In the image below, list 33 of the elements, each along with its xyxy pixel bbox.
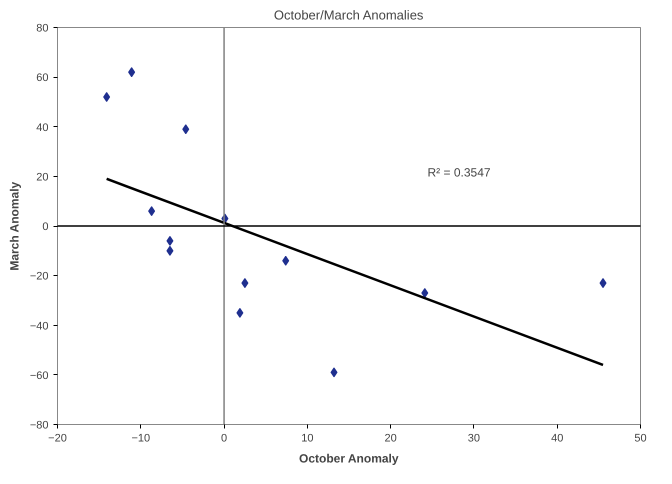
- x-tick-label: −20: [48, 432, 67, 444]
- x-tick-label: 0: [221, 432, 228, 444]
- point: [330, 367, 338, 378]
- x-tick-label: 20: [384, 432, 397, 444]
- y-tick-label: 60: [36, 72, 49, 84]
- point: [421, 288, 428, 298]
- point: [282, 256, 290, 266]
- chart-title: October/March Anomalies: [274, 8, 424, 22]
- point: [103, 92, 110, 102]
- point: [600, 278, 607, 288]
- point: [166, 236, 174, 246]
- x-axis-title: October Anomaly: [298, 452, 399, 466]
- y-tick-label: −80: [30, 420, 49, 432]
- x-tick-label: 30: [468, 432, 480, 444]
- y-tick-label: −40: [30, 320, 49, 332]
- x-tick-label: 40: [551, 432, 564, 444]
- point: [241, 278, 248, 288]
- point: [182, 124, 190, 134]
- annotation: R² = 0.3547: [428, 166, 491, 180]
- point: [236, 308, 244, 318]
- point: [166, 246, 174, 256]
- y-tick-label: 20: [36, 171, 49, 184]
- y-tick-label: −60: [30, 370, 49, 382]
- point: [128, 67, 136, 78]
- point: [148, 206, 156, 216]
- y-tick-label: 80: [36, 22, 49, 34]
- x-tick-label: 50: [634, 432, 647, 444]
- y-axis-title: March Anomaly: [8, 181, 22, 271]
- y-tick-label: −20: [30, 270, 49, 283]
- y-tick-label: 40: [36, 122, 49, 134]
- x-tick-label: 10: [301, 432, 314, 444]
- y-tick-label: 0: [42, 221, 49, 233]
- x-tick-label: −10: [131, 432, 150, 444]
